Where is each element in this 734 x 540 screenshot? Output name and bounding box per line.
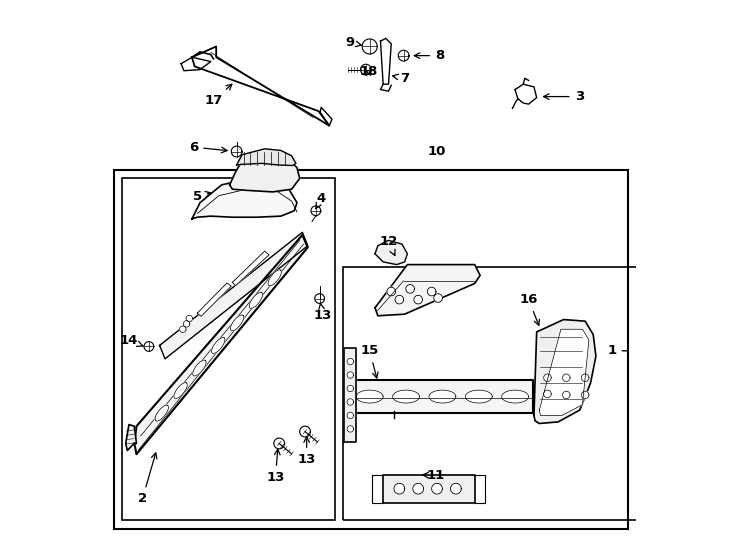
Polygon shape [134, 235, 308, 454]
Polygon shape [544, 390, 551, 397]
Polygon shape [231, 146, 242, 157]
Text: 9: 9 [345, 36, 361, 49]
Text: 18: 18 [360, 65, 378, 78]
Polygon shape [347, 399, 354, 405]
Polygon shape [451, 483, 461, 494]
Polygon shape [250, 292, 263, 308]
Polygon shape [184, 321, 190, 327]
Polygon shape [347, 412, 354, 418]
Polygon shape [356, 390, 383, 403]
Polygon shape [465, 390, 493, 403]
Polygon shape [539, 329, 589, 415]
Polygon shape [144, 342, 153, 352]
Polygon shape [181, 57, 211, 71]
Polygon shape [193, 360, 206, 376]
Polygon shape [502, 390, 528, 403]
Text: 13: 13 [297, 437, 316, 466]
Text: 11: 11 [423, 469, 445, 482]
Polygon shape [186, 315, 192, 322]
Text: 16: 16 [520, 293, 539, 326]
Polygon shape [360, 64, 371, 75]
Text: 7: 7 [393, 72, 410, 85]
Bar [122, 178, 335, 521]
Text: 1: 1 [608, 345, 627, 357]
Polygon shape [126, 424, 137, 450]
Polygon shape [268, 270, 281, 286]
Polygon shape [351, 380, 533, 413]
Polygon shape [581, 391, 589, 399]
Polygon shape [233, 251, 269, 286]
Polygon shape [562, 374, 570, 381]
Polygon shape [399, 50, 409, 61]
Polygon shape [414, 295, 423, 304]
Text: 17: 17 [204, 84, 232, 107]
Polygon shape [347, 359, 354, 365]
Polygon shape [311, 206, 321, 215]
Polygon shape [515, 84, 537, 104]
Bar [114, 170, 628, 529]
Text: 4: 4 [316, 192, 326, 208]
Polygon shape [362, 39, 377, 54]
Polygon shape [315, 294, 324, 303]
Polygon shape [383, 475, 475, 503]
Polygon shape [375, 265, 480, 316]
Polygon shape [299, 426, 310, 437]
Polygon shape [230, 315, 244, 331]
Polygon shape [394, 483, 404, 494]
Polygon shape [380, 38, 391, 84]
Bar [343, 267, 734, 521]
Polygon shape [534, 320, 596, 423]
Text: 10: 10 [428, 145, 446, 158]
Polygon shape [375, 240, 407, 265]
Polygon shape [429, 390, 456, 403]
Polygon shape [155, 405, 168, 421]
Text: 15: 15 [360, 345, 379, 378]
Polygon shape [347, 372, 354, 378]
Polygon shape [230, 157, 299, 192]
Polygon shape [387, 287, 396, 296]
Polygon shape [544, 374, 551, 381]
Polygon shape [180, 326, 186, 333]
Polygon shape [395, 295, 404, 304]
Polygon shape [197, 283, 231, 316]
Polygon shape [562, 391, 570, 399]
Text: 3: 3 [544, 90, 584, 103]
Polygon shape [211, 338, 225, 354]
Text: 14: 14 [119, 334, 143, 347]
Text: 12: 12 [379, 235, 398, 255]
Polygon shape [347, 385, 354, 392]
Polygon shape [159, 232, 308, 359]
Text: 8: 8 [414, 49, 444, 62]
Polygon shape [274, 438, 285, 449]
Polygon shape [393, 390, 420, 403]
Polygon shape [434, 294, 443, 302]
Polygon shape [192, 177, 297, 219]
Polygon shape [432, 483, 443, 494]
Polygon shape [174, 383, 187, 399]
Polygon shape [347, 426, 354, 432]
Polygon shape [406, 285, 415, 293]
Polygon shape [344, 348, 356, 442]
Polygon shape [192, 46, 330, 126]
Polygon shape [413, 483, 424, 494]
Text: 13: 13 [313, 303, 332, 322]
Polygon shape [581, 374, 589, 381]
Text: 2: 2 [138, 453, 157, 505]
Text: 6: 6 [189, 141, 227, 154]
Polygon shape [320, 107, 332, 126]
Text: 13: 13 [266, 449, 285, 484]
Polygon shape [236, 149, 296, 165]
Polygon shape [427, 287, 436, 296]
Text: 5: 5 [193, 190, 211, 202]
